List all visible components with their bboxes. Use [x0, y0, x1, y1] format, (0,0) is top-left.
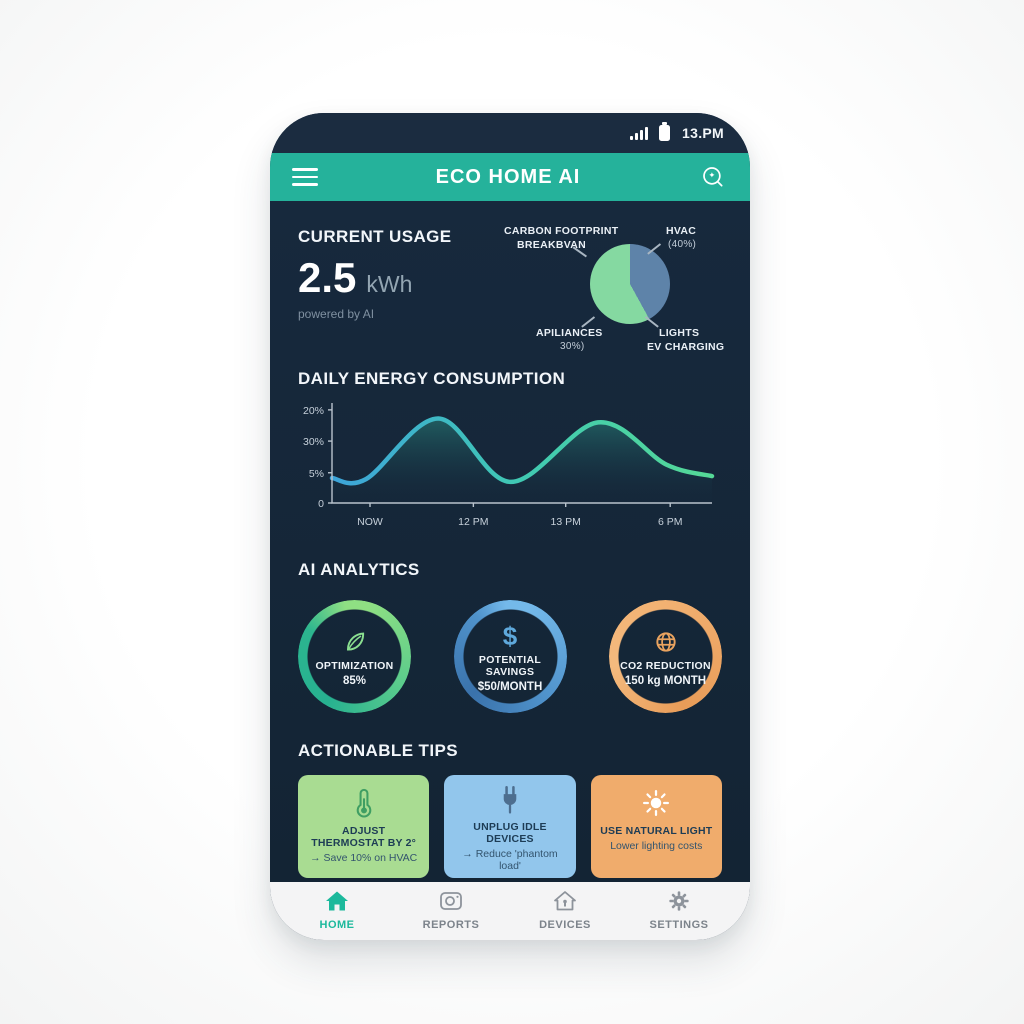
ring-value: $50/MONTH	[477, 680, 543, 693]
co2-ring	[609, 600, 722, 713]
home-icon	[325, 890, 349, 917]
svg-text:30%: 30%	[303, 436, 324, 448]
optimization-ring-card[interactable]: OPTIMIZATION 85%	[298, 600, 411, 713]
ai-analytics-heading: AI ANALYTICS	[298, 560, 420, 579]
leader-line	[645, 316, 659, 328]
nav-item-settings[interactable]: SETTINGS	[622, 890, 736, 931]
signal-strength-icon	[630, 126, 649, 140]
bottom-nav: HOME REPORTS	[270, 882, 750, 940]
ring-label: POTENTIAL SAVINGS	[478, 653, 542, 678]
tip-card-unplug[interactable]: UNPLUG IDLE DEVICES → Reduce 'phantom lo…	[444, 775, 576, 878]
plug-icon	[496, 785, 524, 817]
devices-icon	[553, 890, 577, 917]
nav-item-reports[interactable]: REPORTS	[394, 890, 508, 931]
status-time: 13.PM	[682, 125, 724, 141]
usage-value: 2.5	[298, 254, 357, 301]
sun-icon	[641, 785, 671, 821]
battery-icon	[659, 122, 671, 141]
thermometer-icon	[350, 785, 378, 821]
svg-text:6 PM: 6 PM	[658, 516, 683, 528]
dollar-icon: $	[502, 620, 518, 651]
current-usage-heading: CURRENT USAGE	[298, 227, 452, 246]
phone-frame: 13.PM ECO HOME AI CURRENT USAGE 2.5	[270, 113, 750, 940]
pie-label-appliances: APILIANCES	[536, 327, 603, 339]
nav-label: SETTINGS	[649, 918, 709, 931]
tip-subtitle: → Save 10% on HVAC	[310, 852, 418, 864]
pie-label-ev: EV CHARGING	[647, 341, 725, 353]
analytics-rings: OPTIMIZATION 85% $ POTENTIAL SAVINGS $50…	[298, 600, 722, 713]
nav-label: HOME	[319, 918, 355, 931]
savings-ring-card[interactable]: $ POTENTIAL SAVINGS $50/MONTH	[453, 600, 567, 713]
pie-title-line2: BREAKBVAN	[517, 239, 587, 251]
actionable-tips-heading: ACTIONABLE TIPS	[298, 741, 458, 760]
settings-icon	[667, 890, 691, 917]
ring-label: CO2 REDUCTION	[620, 659, 711, 672]
svg-text:0: 0	[318, 498, 324, 510]
tip-cards: ADJUST THERMOSTAT BY 2° → Save 10% on HV…	[298, 775, 722, 878]
app-title: ECO HOME AI	[435, 165, 581, 188]
reports-icon	[438, 890, 464, 917]
tip-subtitle: Lower lighting costs	[610, 840, 703, 852]
search-icon[interactable]	[698, 162, 728, 192]
svg-text:20%: 20%	[303, 405, 324, 417]
nav-label: DEVICES	[539, 918, 591, 931]
tip-title: USE NATURAL LIGHT	[600, 825, 713, 837]
current-usage-section: CURRENT USAGE 2.5 kWh powered by AI	[298, 221, 504, 355]
status-bar: 13.PM	[270, 113, 750, 153]
usage-unit: kWh	[366, 271, 413, 297]
co2-ring-card[interactable]: CO2 REDUCTION 150 kg MONTH	[609, 600, 722, 713]
svg-text:12 PM: 12 PM	[458, 516, 488, 528]
carbon-footprint-section: CARBON FOOTPRINT BREAKBVAN HVAC (40%) AP…	[504, 221, 725, 355]
leaf-icon	[342, 627, 368, 657]
tip-card-thermostat[interactable]: ADJUST THERMOSTAT BY 2° → Save 10% on HV…	[298, 775, 430, 878]
hamburger-menu-icon[interactable]	[292, 168, 318, 186]
tip-card-natural-light[interactable]: USE NATURAL LIGHT Lower lighting costs	[590, 775, 722, 878]
svg-text:NOW: NOW	[357, 516, 383, 528]
nav-item-home[interactable]: HOME	[280, 890, 394, 931]
tip-title: ADJUST THERMOSTAT BY 2°	[311, 825, 417, 849]
leader-line	[581, 316, 595, 328]
globe-icon	[653, 627, 679, 657]
svg-text:13 PM: 13 PM	[551, 516, 581, 528]
pie-label-lights: LIGHTS	[659, 327, 700, 339]
tip-subtitle: → Reduce 'phantom load'	[462, 848, 558, 872]
daily-consumption-heading: DAILY ENERGY CONSUMPTION	[298, 369, 566, 388]
tip-title: UNPLUG IDLE DEVICES	[473, 821, 547, 845]
ring-label: OPTIMIZATION	[315, 659, 394, 672]
app-header: ECO HOME AI	[270, 153, 750, 201]
pie-label-hvac: HVAC	[666, 225, 697, 237]
pie-label-appliances-pct: 30%)	[560, 341, 585, 352]
nav-label: REPORTS	[422, 918, 480, 931]
daily-consumption-chart: 20% 30% 5% 0 NOW 12 PM 13 PM 6 PM	[303, 403, 715, 528]
nav-item-devices[interactable]: DEVICES	[508, 890, 622, 931]
svg-text:5%: 5%	[309, 468, 324, 480]
pie-label-hvac-pct: (40%)	[668, 239, 697, 250]
usage-caption: powered by AI	[298, 307, 375, 321]
pie-title-line1: CARBON FOOTPRINT	[504, 225, 619, 237]
carbon-pie	[590, 244, 670, 324]
optimization-ring	[298, 600, 411, 713]
ring-value: 85%	[342, 674, 367, 687]
main-content: CURRENT USAGE 2.5 kWh powered by AI CARB…	[270, 201, 750, 884]
ring-value: 150 kg MONTH	[624, 674, 707, 687]
savings-ring	[453, 600, 567, 713]
